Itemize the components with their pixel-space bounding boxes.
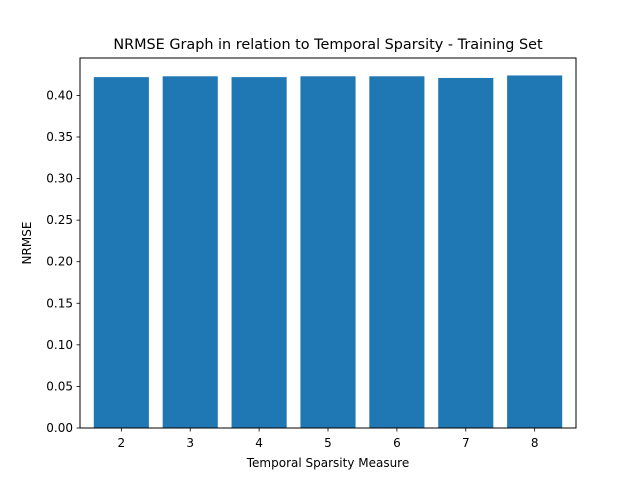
x-tick-label: 7 bbox=[462, 436, 470, 450]
y-tick-label: 0.15 bbox=[46, 296, 73, 310]
plot-frame bbox=[79, 57, 577, 429]
y-tick-label: 0.35 bbox=[46, 130, 73, 144]
x-tick-label: 8 bbox=[531, 436, 539, 450]
y-tick-label: 0.40 bbox=[46, 88, 73, 102]
x-tick-label: 3 bbox=[186, 436, 194, 450]
y-tick-label: 0.00 bbox=[46, 421, 73, 435]
bar-2 bbox=[93, 77, 149, 428]
y-axis: 0.00 0.05 0.10 0.15 0.20 0.25 0.30 0.35 0.40 bbox=[46, 88, 80, 435]
y-tick-label: 0.05 bbox=[46, 379, 73, 393]
y-tick-label: 0.20 bbox=[46, 255, 73, 269]
y-tick-label: 0.10 bbox=[46, 338, 73, 352]
y-axis-label: NRMSE bbox=[20, 222, 34, 265]
bars-group bbox=[93, 75, 563, 429]
x-tick-label: 5 bbox=[324, 436, 332, 450]
bar-3 bbox=[162, 76, 218, 428]
y-tick-label: 0.30 bbox=[46, 172, 73, 186]
chart-title: NRMSE Graph in relation to Temporal Spar… bbox=[113, 37, 543, 53]
x-axis: 2 3 4 5 6 7 8 bbox=[118, 428, 539, 450]
x-tick-label: 4 bbox=[255, 436, 263, 450]
x-tick-label: 2 bbox=[118, 436, 126, 450]
x-axis-label: Temporal Sparsity Measure bbox=[246, 456, 410, 470]
bar-7 bbox=[438, 77, 494, 429]
bar-8 bbox=[507, 75, 563, 429]
y-tick-label: 0.25 bbox=[46, 213, 73, 227]
bar-5 bbox=[300, 76, 356, 428]
x-tick-label: 6 bbox=[393, 436, 401, 450]
plot-area: 0.00 0.05 0.10 0.15 0.20 0.25 0.30 0.35 0.40 2 3 4… bbox=[46, 57, 577, 450]
bar-4 bbox=[231, 77, 287, 428]
bar-6 bbox=[369, 76, 425, 428]
